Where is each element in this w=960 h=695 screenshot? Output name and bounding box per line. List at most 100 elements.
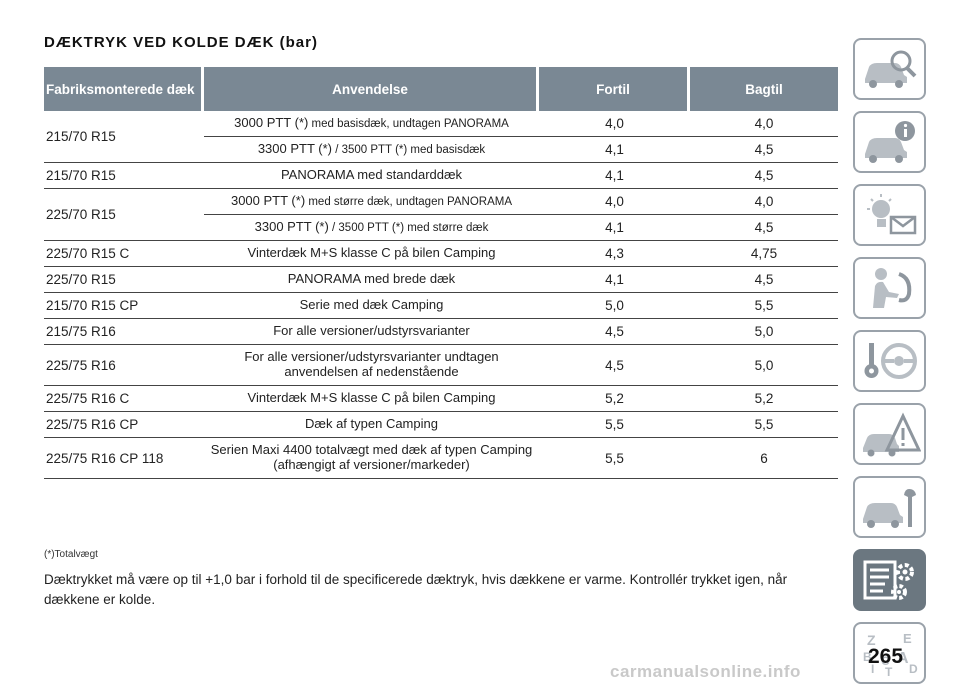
front-pressure-cell: 5,0 <box>539 293 690 319</box>
index-letter: A <box>897 650 909 667</box>
index-letter: T <box>885 665 893 677</box>
table-header-row: Fabriksmonterede dæk Anvendelse Fortil B… <box>44 67 838 111</box>
usage-main-text: 3000 PTT (*) <box>230 193 306 208</box>
sidebar-tile-4[interactable] <box>853 257 926 319</box>
index-letter: C <box>881 654 890 668</box>
footnote: (*)Totalvægt <box>44 549 98 560</box>
rear-pressure-cell: 5,5 <box>690 412 838 438</box>
front-pressure-cell: 5,5 <box>539 412 690 438</box>
header-rear: Bagtil <box>690 67 838 111</box>
index-letter: I <box>871 662 874 676</box>
airbag-seat-icon <box>872 268 911 308</box>
front-pressure-cell: 4,0 <box>539 111 690 137</box>
index-letter: E <box>903 631 912 646</box>
usage-small-text: med større dæk, undtagen PANORAMA <box>305 196 513 208</box>
usage-main-text: 3000 PTT (*) <box>234 115 309 130</box>
header-tire: Fabriksmonterede dæk <box>44 67 204 111</box>
tire-size-cell: 225/75 R16 CP <box>44 412 204 438</box>
rear-pressure-cell: 4,75 <box>690 241 838 267</box>
usage-cell: 3000 PTT (*) med større dæk, undtagen PA… <box>204 189 539 215</box>
tire-size-cell: 215/70 R15 <box>44 111 204 163</box>
sidebar-tile-6[interactable] <box>853 403 926 465</box>
tire-size-cell: 225/75 R16 <box>44 345 204 386</box>
watermark: carmanualsonline.info <box>610 662 801 681</box>
rear-pressure-cell: 5,0 <box>690 319 838 345</box>
table-row: 225/70 R15 3000 PTT (*) med større dæk, u… <box>44 189 838 241</box>
front-pressure-cell: 4,1 <box>539 215 690 241</box>
sidebar-tile-3[interactable] <box>853 184 926 246</box>
usage-cell: For alle versioner/udstyrsvarianter <box>204 319 539 345</box>
chapter-sidebar: Z E B A I C T D <box>853 38 926 695</box>
table-row: 225/75 R16 CP Dæk af typen Camping 5,5 5,5 <box>44 412 838 438</box>
usage-cell: Serien Maxi 4400 totalvægt med dæk af ty… <box>204 438 539 479</box>
header-usage: Anvendelse <box>204 67 539 111</box>
rear-pressure-cell: 4,5 <box>690 215 838 241</box>
tire-size-cell: 225/70 R15 C <box>44 241 204 267</box>
tire-size-cell: 225/75 R16 C <box>44 386 204 412</box>
usage-cell: 3300 PTT (*) / 3500 PTT (*) med basisdæk <box>204 137 539 163</box>
table-row: 215/70 R15 CP Serie med dæk Camping 5,0 5,5 <box>44 293 838 319</box>
sidebar-tile-5[interactable] <box>853 330 926 392</box>
tire-pressure-table: Fabriksmonterede dæk Anvendelse Fortil B… <box>44 67 838 479</box>
car-breakdown-icon <box>862 412 921 457</box>
usage-main-text: Vinterdæk M+S klasse C på bilen Camping <box>247 245 496 260</box>
rear-pressure-cell: 4,0 <box>690 189 838 215</box>
table-row: 215/70 R15 3000 PTT (*) med basisdæk, und… <box>44 111 838 163</box>
header-front: Fortil <box>539 67 690 111</box>
sidebar-tile-8-active[interactable] <box>853 549 926 611</box>
sidebar-tile-9[interactable]: Z E B A I C T D <box>853 622 926 684</box>
table-row: 3300 PTT (*) / 3500 PTT (*) med større d… <box>44 215 838 241</box>
usage-cell: Vinterdæk M+S klasse C på bilen Camping <box>204 241 539 267</box>
usage-small-text: / 3500 PTT (*) med større dæk <box>328 222 489 234</box>
table-row: 225/70 R15 PANORAMA med brede dæk 4,1 4,5 <box>44 267 838 293</box>
front-pressure-cell: 4,3 <box>539 241 690 267</box>
tire-size-cell: 215/70 R15 <box>44 163 204 189</box>
page-number: 265 <box>868 645 904 668</box>
usage-cell: Serie med dæk Camping <box>204 293 539 319</box>
tire-size-cell: 215/70 R15 CP <box>44 293 204 319</box>
tire-size-cell: 225/75 R16 CP 118 <box>44 438 204 479</box>
table-row: 3300 PTT (*) / 3500 PTT (*) med basisdæk… <box>44 137 838 163</box>
specs-gear-icon <box>863 560 914 600</box>
table-row: 225/75 R16 CP 118 Serien Maxi 4400 totalv… <box>44 438 838 479</box>
usage-cell: PANORAMA med standarddæk <box>204 163 539 189</box>
rear-pressure-cell: 5,2 <box>690 386 838 412</box>
usage-small-text: med basisdæk, undtagen PANORAMA <box>308 118 509 130</box>
rear-pressure-cell: 6 <box>690 438 838 479</box>
warning-lights-icon <box>866 194 916 235</box>
front-pressure-cell: 4,1 <box>539 137 690 163</box>
sidebar-tile-7[interactable] <box>853 476 926 538</box>
car-service-icon <box>862 489 916 528</box>
index-letter: Z <box>867 632 876 648</box>
tire-size-cell: 225/70 R15 <box>44 267 204 293</box>
usage-cell: PANORAMA med brede dæk <box>204 267 539 293</box>
alphabet-index-icon: Z E B A I C T D <box>863 631 918 677</box>
table-row: 215/75 R16 For alle versioner/udstyrsvari… <box>44 319 838 345</box>
rear-pressure-cell: 5,0 <box>690 345 838 386</box>
rear-pressure-cell: 4,0 <box>690 111 838 137</box>
front-pressure-cell: 5,5 <box>539 438 690 479</box>
usage-cell: 3000 PTT (*) med basisdæk, undtagen PANO… <box>204 111 539 137</box>
rear-pressure-cell: 4,5 <box>690 137 838 163</box>
usage-small-text: / 3500 PTT (*) med basisdæk <box>332 144 486 156</box>
car-search-icon <box>864 50 916 88</box>
table-row: 215/70 R15 PANORAMA med standarddæk 4,1 4,5 <box>44 163 838 189</box>
car-info-icon <box>864 121 915 163</box>
usage-main-text: Serie med dæk Camping <box>299 297 444 312</box>
front-pressure-cell: 4,5 <box>539 319 690 345</box>
index-letter: B <box>863 650 872 664</box>
tire-size-cell: 225/70 R15 <box>44 189 204 241</box>
usage-main-text: PANORAMA med standarddæk <box>280 167 463 182</box>
usage-main-text: For alle versioner/udstyrsvarianter <box>273 323 470 338</box>
sidebar-tile-1[interactable] <box>853 38 926 100</box>
usage-main-text: Dæk af typen Camping <box>305 416 438 431</box>
front-pressure-cell: 4,1 <box>539 163 690 189</box>
rear-pressure-cell: 4,5 <box>690 267 838 293</box>
tire-size-cell: 215/75 R16 <box>44 319 204 345</box>
usage-main-text: 3300 PTT (*) <box>257 141 332 156</box>
usage-main-text: For alle versioner/udstyrsvarianter undt… <box>244 349 499 379</box>
sidebar-tile-2[interactable] <box>853 111 926 173</box>
usage-main-text: PANORAMA med brede dæk <box>287 271 456 286</box>
usage-cell: 3300 PTT (*) / 3500 PTT (*) med større d… <box>204 215 539 241</box>
front-pressure-cell: 4,5 <box>539 345 690 386</box>
